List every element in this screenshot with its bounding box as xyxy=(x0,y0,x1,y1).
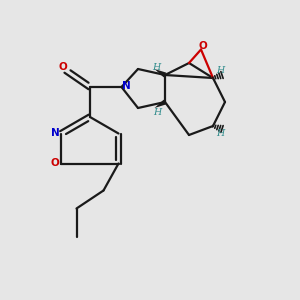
Text: N: N xyxy=(122,80,130,91)
Text: O: O xyxy=(58,62,67,73)
Text: H: H xyxy=(216,129,225,138)
Text: H: H xyxy=(216,66,225,75)
Text: N: N xyxy=(50,128,59,139)
Text: O: O xyxy=(198,41,207,51)
Text: O: O xyxy=(50,158,59,169)
Polygon shape xyxy=(154,69,166,77)
Text: H: H xyxy=(153,108,162,117)
Polygon shape xyxy=(154,100,166,108)
Text: H: H xyxy=(152,63,160,72)
